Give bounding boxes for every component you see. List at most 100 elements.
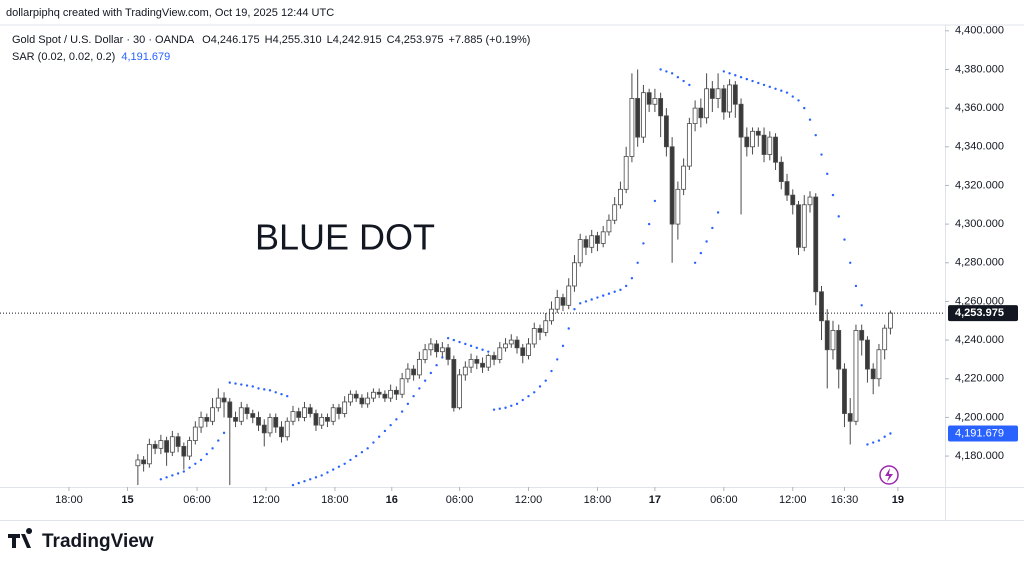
sar-dot	[372, 441, 375, 444]
candle-body	[164, 440, 170, 453]
sar-dot	[383, 429, 387, 433]
sar-dot	[354, 454, 358, 458]
sar-dot	[159, 478, 163, 481]
x-tick-label: 18:00	[55, 494, 83, 506]
sar-dot	[619, 288, 622, 292]
candle-body	[152, 444, 158, 449]
sar-dot	[843, 238, 846, 241]
sar-dot	[659, 68, 662, 71]
x-tick-label: 17	[649, 494, 661, 506]
sar-price-box	[948, 425, 1018, 442]
sar-price-label: 4,191.679	[955, 427, 1004, 439]
sar-name: SAR (0.02, 0.02, 0.2)	[12, 51, 115, 63]
candle-body	[790, 194, 796, 206]
candle-body	[738, 103, 744, 138]
sar-dot	[676, 75, 680, 79]
sar-dot	[464, 342, 467, 346]
candle-body	[606, 219, 612, 233]
candle-body	[181, 446, 187, 457]
sar-dot	[711, 226, 714, 230]
candle-body	[141, 459, 147, 465]
candle-body	[554, 297, 560, 310]
candle-body	[405, 368, 411, 380]
y-tick-label: 4,300.000	[955, 218, 1004, 230]
candle-body	[480, 362, 485, 368]
sar-dot	[268, 389, 272, 392]
sar-dot	[579, 302, 582, 305]
sar-dot	[211, 447, 214, 450]
candle-body	[434, 343, 440, 353]
candle-body	[210, 407, 215, 422]
sar-dot	[418, 387, 421, 390]
sar-dot	[757, 81, 760, 85]
alert-bolt[interactable]	[885, 468, 893, 482]
sar-dot	[320, 474, 323, 477]
sar-dot	[263, 388, 266, 391]
x-tick-label: 16:30	[831, 494, 859, 506]
candle-body	[612, 204, 618, 221]
candle-body	[531, 328, 537, 345]
candle-body	[698, 107, 704, 119]
legend-key: C	[387, 34, 395, 46]
sar-dot	[762, 83, 766, 87]
sar-dot	[366, 447, 369, 450]
candle-body	[175, 436, 181, 447]
sar-dot	[469, 344, 473, 348]
sar-dot	[584, 300, 588, 303]
candle-body	[847, 413, 853, 422]
alert-icon[interactable]	[879, 465, 899, 485]
candle-body	[462, 366, 468, 376]
sar-dot	[837, 215, 840, 218]
candle-body	[457, 374, 462, 409]
y-tick-label: 4,340.000	[955, 141, 1004, 153]
candle-body	[250, 413, 256, 418]
candle-body	[778, 161, 784, 182]
candle-body	[359, 397, 365, 405]
candle-body	[514, 339, 520, 349]
sar-dot	[803, 106, 806, 110]
candle-body	[543, 320, 549, 333]
sar-dot	[780, 89, 783, 92]
candle-body	[865, 339, 870, 370]
candle-body	[503, 343, 508, 349]
candle-body	[376, 391, 382, 395]
legend-key: O	[202, 34, 211, 46]
y-tick-label: 4,220.000	[955, 373, 1004, 385]
candle-body	[238, 407, 244, 422]
sar-dot	[808, 118, 812, 121]
sar-dot	[831, 193, 835, 197]
candle-body	[302, 407, 307, 418]
sar-dot	[452, 338, 456, 342]
sar-dot	[705, 240, 708, 243]
legend-value: 4,253.975	[395, 34, 444, 46]
sar-dot	[768, 85, 771, 89]
sar-dot	[688, 83, 691, 87]
sar-dot	[188, 466, 191, 469]
sar-dot	[343, 462, 346, 466]
candle-body	[388, 389, 394, 399]
candle-body	[221, 397, 227, 403]
sar-dot	[883, 435, 886, 438]
candle-body	[704, 88, 710, 119]
candle-body	[233, 417, 238, 422]
candle-body	[279, 426, 284, 438]
sar-dot	[217, 439, 220, 442]
candle-body	[750, 130, 755, 148]
candle-body	[560, 297, 566, 306]
candle-body	[422, 349, 428, 360]
alert-circle[interactable]	[879, 465, 899, 485]
sar-dot	[176, 472, 180, 475]
legend-value: 4,246.175	[211, 34, 260, 46]
sar-dot	[515, 402, 519, 406]
x-tick-label: 06:00	[446, 494, 474, 506]
sar-dot	[665, 70, 668, 73]
legend-line: Gold Spot / U.S. Dollar · 30 · OANDA O4,2…	[12, 34, 530, 46]
x-tick-label: 12:00	[252, 494, 280, 506]
sar-dot	[291, 483, 295, 487]
candle-body	[876, 349, 882, 380]
sar-dot	[389, 423, 392, 427]
sar-dot	[228, 381, 231, 384]
sar-dot	[458, 340, 461, 344]
sar-dot	[309, 478, 312, 481]
sar-dot	[337, 465, 341, 468]
